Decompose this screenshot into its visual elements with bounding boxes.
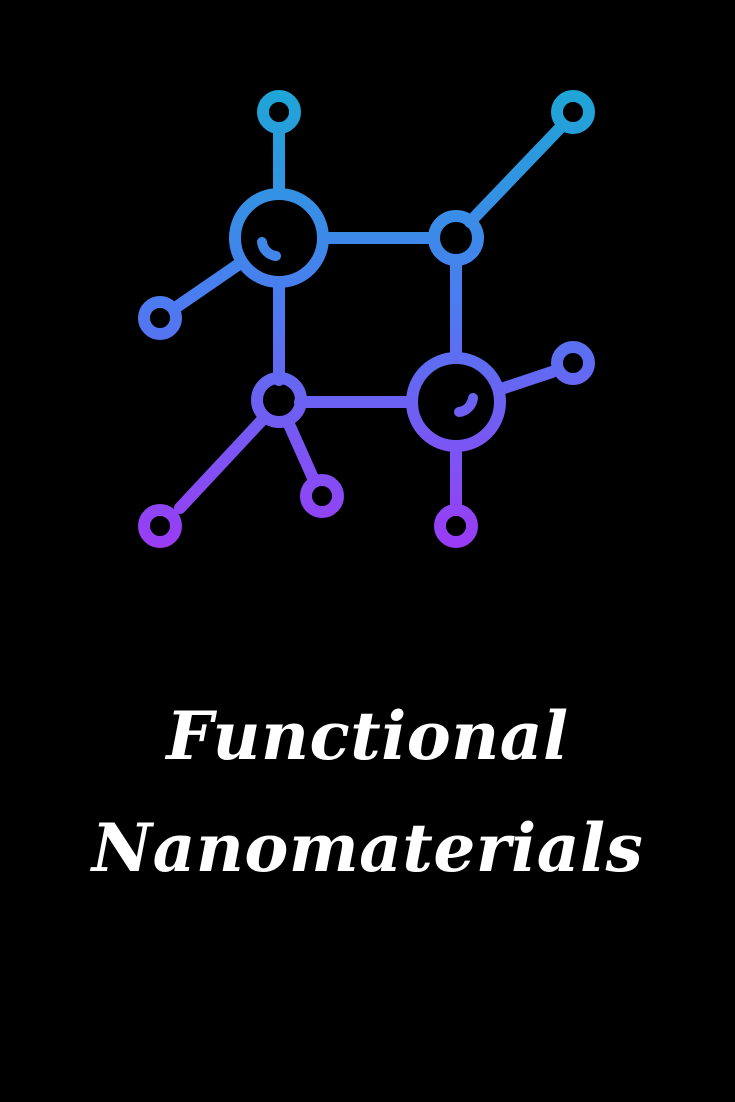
atom-small (300, 474, 344, 518)
atom-small (138, 296, 182, 340)
molecule-network-icon (138, 90, 595, 548)
atom-small (551, 90, 595, 134)
atom-small (434, 504, 478, 548)
atom-small (257, 90, 301, 134)
bond-line (498, 366, 558, 394)
atom-highlight (257, 237, 281, 261)
atom-large (406, 352, 506, 452)
atom-medium (428, 210, 484, 266)
atom-medium (251, 372, 307, 428)
bond-line (282, 416, 319, 484)
bond-line (174, 412, 270, 514)
atom-small (138, 504, 182, 548)
title: Functional Nanomaterials (0, 680, 735, 904)
bond-line (172, 256, 248, 312)
bond-line (464, 122, 566, 228)
title-line-1: Functional (166, 697, 569, 775)
atom-small (551, 341, 595, 385)
atom-large (229, 188, 329, 288)
title-line-2: Nanomaterials (91, 809, 644, 887)
atom-highlight (454, 393, 478, 417)
